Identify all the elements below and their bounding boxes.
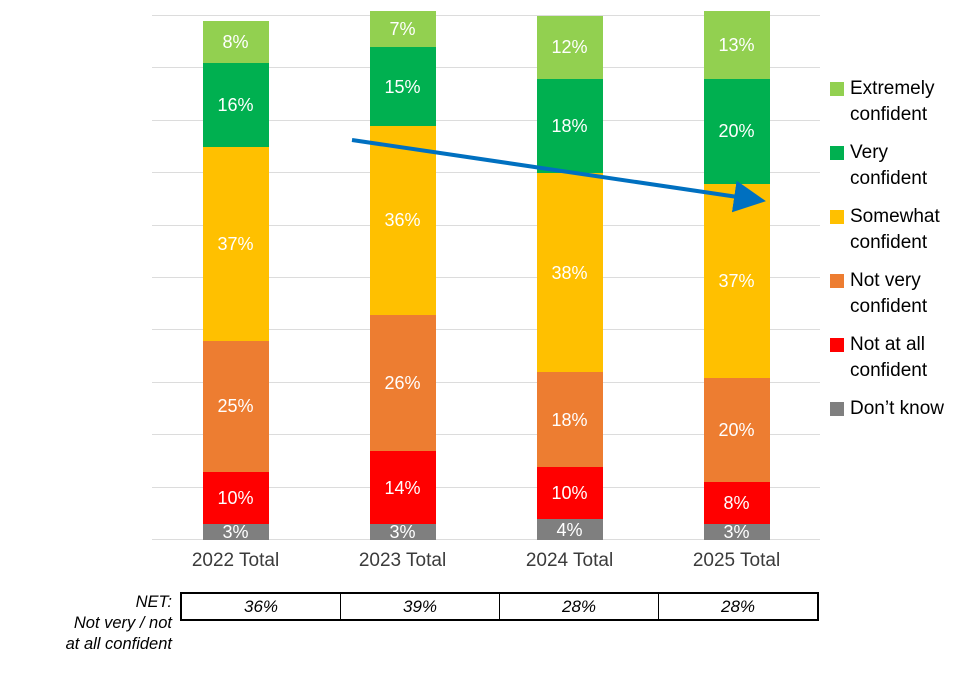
segment-value-label: 26% bbox=[384, 372, 421, 393]
segment-value-label: 20% bbox=[718, 121, 755, 142]
segment-value-label: 13% bbox=[718, 34, 755, 55]
legend-swatch bbox=[830, 274, 844, 288]
segment-value-label: 3% bbox=[723, 522, 750, 543]
bar-segment: 14% bbox=[369, 450, 436, 525]
net-row-label: NET: Not very / not at all confident bbox=[65, 593, 172, 653]
legend-swatch bbox=[830, 210, 844, 224]
gridline bbox=[152, 224, 820, 226]
gridline bbox=[152, 67, 820, 69]
bar-segment: 13% bbox=[703, 10, 770, 79]
bar-2023: 7% 15% 36% 26% 14% 3% bbox=[369, 10, 436, 543]
plot-area: 8% 16% 37% 25% 10% 3% 7% 15% 36% 26% 14% 3% 12% 18% 38… bbox=[152, 10, 820, 543]
segment-value-label: 18% bbox=[551, 116, 588, 137]
segment-value-label: 3% bbox=[222, 522, 249, 543]
bar-segment: 3% bbox=[202, 522, 269, 543]
bar-segment: 36% bbox=[369, 126, 436, 315]
bar-segment: 10% bbox=[202, 471, 269, 525]
bar-segment: 15% bbox=[369, 47, 436, 127]
bar-segment: 16% bbox=[202, 63, 269, 148]
legend-label: Not very confident bbox=[850, 270, 928, 317]
bar-segment: 26% bbox=[369, 314, 436, 451]
segment-value-label: 15% bbox=[384, 76, 421, 97]
legend-item: Don’t know bbox=[830, 396, 980, 422]
gridline bbox=[152, 119, 820, 121]
gridline bbox=[152, 381, 820, 383]
bars: 8% 16% 37% 25% 10% 3% 7% 15% 36% 26% 14% 3% 12% 18% 38… bbox=[152, 10, 820, 543]
segment-value-label: 18% bbox=[551, 409, 588, 430]
segment-value-label: 14% bbox=[384, 477, 421, 498]
category-label: 2025 Total bbox=[692, 550, 781, 571]
net-row-table: 36% 39% 28% 28% bbox=[180, 592, 819, 621]
segment-value-label: 7% bbox=[389, 19, 416, 40]
bar-segment: 3% bbox=[703, 522, 770, 543]
segment-value-label: 8% bbox=[222, 32, 249, 53]
legend-label: Somewhat confident bbox=[850, 206, 940, 253]
bar-2022: 8% 16% 37% 25% 10% 3% bbox=[202, 21, 269, 543]
segment-value-label: 12% bbox=[551, 37, 588, 58]
bar-segment: 3% bbox=[369, 522, 436, 543]
segment-value-label: 8% bbox=[723, 493, 750, 514]
segment-value-label: 20% bbox=[718, 419, 755, 440]
bar-segment: 20% bbox=[703, 377, 770, 483]
legend-swatch bbox=[830, 146, 844, 160]
bar-segment: 18% bbox=[536, 372, 603, 467]
segment-value-label: 16% bbox=[217, 95, 254, 116]
bar-segment: 37% bbox=[703, 183, 770, 378]
legend-item: Very confident bbox=[830, 140, 980, 192]
bar-segment: 37% bbox=[202, 147, 269, 341]
legend-swatch bbox=[830, 338, 844, 352]
legend-label: Extremely confident bbox=[850, 78, 935, 125]
segment-value-label: 10% bbox=[217, 488, 254, 509]
category-label: 2024 Total bbox=[525, 550, 614, 571]
net-cell: 39% bbox=[340, 594, 499, 619]
segment-value-label: 25% bbox=[217, 396, 254, 417]
bar-segment: 18% bbox=[536, 78, 603, 174]
segment-value-label: 37% bbox=[217, 233, 254, 254]
bar-segment: 8% bbox=[703, 482, 770, 525]
net-cell: 28% bbox=[499, 594, 658, 619]
category-label: 2022 Total bbox=[191, 550, 280, 571]
bar-segment: 7% bbox=[369, 10, 436, 48]
legend-swatch bbox=[830, 82, 844, 96]
segment-value-label: 36% bbox=[384, 210, 421, 231]
legend-label: Not at all confident bbox=[850, 334, 928, 381]
legend-label: Very confident bbox=[850, 142, 928, 189]
net-cell: 36% bbox=[243, 596, 279, 616]
bar-segment: 4% bbox=[536, 519, 603, 540]
gridline bbox=[152, 434, 820, 436]
category-label: 2023 Total bbox=[358, 550, 447, 571]
segment-value-label: 38% bbox=[551, 262, 588, 283]
legend-item: Extremely confident bbox=[830, 76, 980, 128]
x-axis-labels: 2022 Total 2023 Total 2024 Total 2025 Total bbox=[152, 550, 820, 576]
gridline bbox=[152, 486, 820, 488]
segment-value-label: 4% bbox=[556, 519, 583, 540]
legend-label: Don’t know bbox=[850, 398, 944, 419]
net-cell: 28% bbox=[658, 594, 817, 619]
bar-segment: 20% bbox=[703, 78, 770, 184]
legend-item: Not at all confident bbox=[830, 332, 980, 384]
legend-item: Not very confident bbox=[830, 268, 980, 320]
bar-segment: 25% bbox=[202, 340, 269, 472]
bar-segment: 8% bbox=[202, 21, 269, 64]
legend: Extremely confident Very confident Somewha… bbox=[830, 76, 980, 422]
gridline bbox=[152, 15, 820, 16]
bar-segment: 38% bbox=[536, 173, 603, 373]
bar-segment: 12% bbox=[536, 16, 603, 79]
gridline bbox=[152, 277, 820, 278]
gridline bbox=[152, 539, 820, 540]
bar-2024: 12% 18% 38% 18% 10% 4% bbox=[536, 16, 603, 540]
bar-2025: 13% 20% 37% 20% 8% 3% bbox=[703, 10, 770, 543]
segment-value-label: 37% bbox=[718, 270, 755, 291]
gridline bbox=[152, 329, 820, 331]
legend-swatch bbox=[830, 402, 844, 416]
legend-item: Somewhat confident bbox=[830, 204, 980, 256]
bar-segment: 10% bbox=[536, 466, 603, 520]
segment-value-label: 3% bbox=[389, 522, 416, 543]
segment-value-label: 10% bbox=[551, 482, 588, 503]
